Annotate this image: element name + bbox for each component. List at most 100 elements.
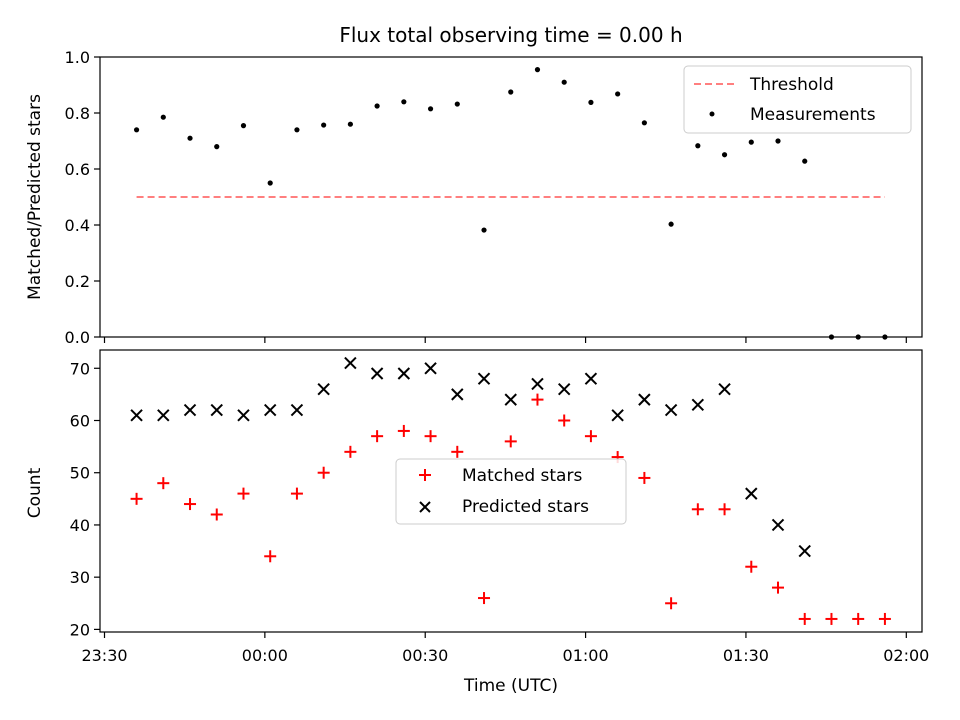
measurement-point <box>187 135 193 141</box>
measurement-point <box>748 139 754 145</box>
y-tick-label: 0.6 <box>65 160 90 179</box>
matched-stars-point <box>504 435 517 448</box>
measurement-point <box>695 143 701 149</box>
count-legend: Matched stars Predicted stars <box>395 458 627 525</box>
predicted-stars-point <box>745 487 758 500</box>
series-measurements <box>133 67 888 340</box>
measurement-point <box>481 227 487 233</box>
predicted-stars-point <box>477 372 491 385</box>
y-tick-label: 20 <box>70 620 90 639</box>
predicted-stars-point <box>317 382 330 396</box>
matched-stars-point <box>290 487 303 500</box>
legend-measurements-label: Measurements <box>750 105 876 125</box>
y-tick-label: 40 <box>70 516 90 535</box>
matched-stars-point <box>878 612 891 625</box>
matched-stars-point <box>718 503 731 516</box>
measurement-point <box>668 221 674 227</box>
count-legend-box <box>395 458 627 525</box>
predicted-stars-point <box>183 403 197 417</box>
matched-stars-point <box>584 430 597 443</box>
predicted-stars-point <box>638 393 651 406</box>
x-axis-label: Time (UTC) <box>463 676 558 696</box>
matched-stars-point <box>237 487 250 500</box>
series-predicted-stars <box>130 356 811 558</box>
matched-stars-point <box>317 466 330 479</box>
measurement-point <box>615 91 621 97</box>
count-y-tick-labels: 20 30 40 50 60 70 <box>70 359 907 639</box>
count-axes-frame <box>99 349 923 633</box>
predicted-stars-point <box>798 544 811 558</box>
y-tick-label: 0.2 <box>65 272 90 291</box>
matched-stars-point <box>371 430 384 443</box>
matched-stars-point <box>558 414 571 427</box>
measurement-point <box>321 122 327 128</box>
matched-stars-point <box>397 424 410 437</box>
y-tick-label: 30 <box>70 568 90 587</box>
measurement-point <box>133 127 140 133</box>
matched-stars-point <box>691 503 704 516</box>
measurement-point <box>347 121 353 127</box>
measurement-point <box>721 152 728 158</box>
matched-stars-point <box>424 430 437 443</box>
matched-stars-point <box>130 492 143 505</box>
matched-stars-point <box>344 445 357 458</box>
x-tick-label: 00:00 <box>242 646 288 665</box>
ratio-legend-box <box>683 65 912 134</box>
predicted-stars-point <box>237 409 250 422</box>
y-tick-label: 0.0 <box>65 328 90 347</box>
predicted-stars-point <box>531 377 544 391</box>
matched-stars-point <box>264 550 277 563</box>
legend-matched-swatch <box>419 469 431 481</box>
predicted-stars-point <box>263 403 277 417</box>
legend-matched-label: Matched stars <box>462 466 582 486</box>
measurement-point <box>561 79 567 85</box>
predicted-stars-point <box>130 409 143 422</box>
count-plot-area <box>130 356 891 625</box>
matched-stars-point <box>157 477 170 490</box>
predicted-stars-point <box>557 382 571 396</box>
predicted-stars-point <box>290 403 304 417</box>
legend-threshold-label: Threshold <box>749 75 834 95</box>
ratio-legend: Threshold Measurements <box>683 65 912 134</box>
measurement-point <box>802 158 808 164</box>
measurement-point <box>508 89 514 95</box>
y-tick-label: 1.0 <box>65 48 90 67</box>
matched-stars-point <box>478 592 491 605</box>
x-tick-label: 01:30 <box>723 646 769 665</box>
series-matched-stars <box>130 393 891 625</box>
x-tick-label: 01:00 <box>563 646 609 665</box>
matched-stars-point <box>798 612 811 625</box>
y-tick-label: 50 <box>70 464 90 483</box>
matched-stars-point <box>184 498 197 511</box>
y-axis-label-ratio: Matched/Predicted stars <box>25 94 45 300</box>
matched-stars-point <box>531 393 544 406</box>
x-tick-label: 00:30 <box>402 646 448 665</box>
measurement-point <box>240 123 247 129</box>
measurement-point <box>374 103 380 109</box>
legend-predicted-label: Predicted stars <box>462 497 589 517</box>
y-tick-label: 0.4 <box>65 216 90 235</box>
chart-title: Flux total observing time = 0.00 h <box>339 23 682 47</box>
y-tick-label: 70 <box>70 359 90 378</box>
predicted-stars-point <box>504 393 517 406</box>
legend-predicted-swatch <box>419 501 431 513</box>
predicted-stars-point <box>424 362 437 375</box>
measurement-point <box>427 106 434 112</box>
predicted-stars-point <box>397 367 411 380</box>
predicted-stars-point <box>210 403 223 417</box>
legend-measurements-swatch <box>709 111 715 117</box>
ratio-axes-frame <box>99 56 923 338</box>
count-panel: Count 20 30 40 50 60 70 23:30 00:00 00:30 01:00 0… <box>25 349 929 696</box>
measurement-point <box>160 114 166 120</box>
x-tick-label: 23:30 <box>81 646 127 665</box>
measurement-point <box>641 120 647 126</box>
predicted-stars-point <box>611 409 624 422</box>
matched-stars-point <box>772 581 785 594</box>
y-tick-label: 0.8 <box>65 104 90 123</box>
measurement-point <box>534 67 541 73</box>
measurement-point <box>775 138 781 144</box>
predicted-stars-point <box>584 372 598 385</box>
measurement-point <box>588 99 594 105</box>
measurement-point <box>401 99 407 105</box>
predicted-stars-point <box>344 356 357 370</box>
